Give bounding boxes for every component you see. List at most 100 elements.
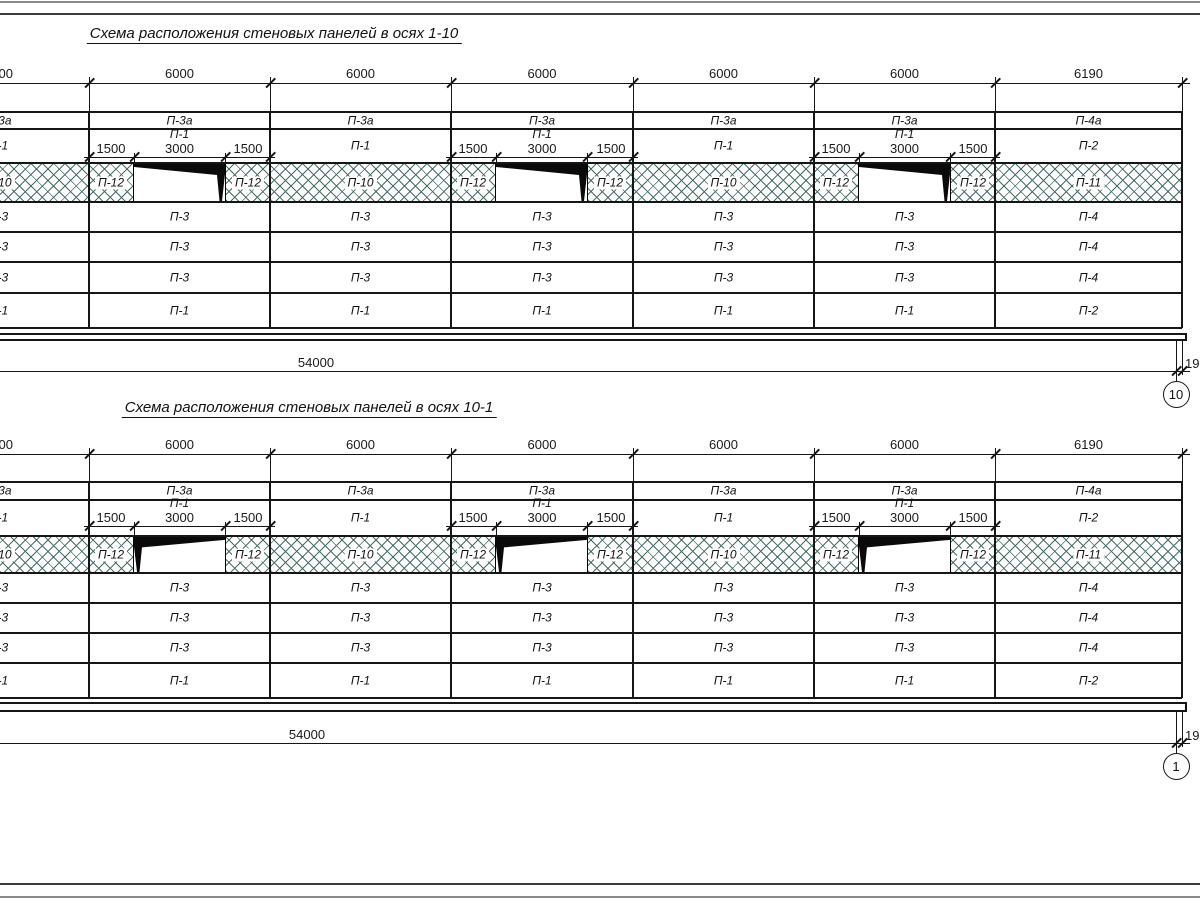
panel-label: П-3: [0, 580, 9, 595]
dim-extension-line: [587, 153, 588, 163]
grid-line-h: [0, 499, 1182, 501]
panel-label: П-1: [169, 303, 190, 317]
overall-dim-line: [0, 371, 1190, 372]
dim-extension-line: [995, 77, 996, 112]
dim-extension-line: [134, 522, 135, 536]
panel-label: П-4: [1078, 270, 1099, 284]
grid-line-h: [0, 128, 1182, 130]
grid-line-h: [0, 632, 1182, 634]
panel-label: П-3а: [166, 483, 193, 498]
grid-line-h: [0, 201, 1182, 203]
edge-dim-label: 190: [1185, 356, 1200, 371]
grid-line-v: [813, 112, 815, 328]
base-strip-top: [0, 333, 1187, 335]
panel-label: П-3: [532, 610, 552, 625]
panel-label: П-3: [0, 270, 9, 284]
panel-label: П-3: [713, 239, 734, 254]
window-dim-line: [84, 157, 275, 158]
dim-extension-line: [270, 77, 271, 112]
panel-label: П-3: [350, 640, 371, 655]
dim-extension-line: [859, 522, 860, 536]
window-opening: [133, 164, 226, 201]
panel-label: П-3: [713, 580, 734, 595]
dim-extension-line: [950, 522, 951, 536]
overall-dim-label: 54000: [288, 727, 326, 742]
panel-label: П-12: [956, 548, 990, 561]
panel-label: П-10: [0, 176, 15, 189]
axis-bubble: 1: [1162, 752, 1190, 780]
grid-line-h: [0, 662, 1182, 664]
grid-edge-right: [1181, 482, 1183, 698]
window-shadow-wedge: [134, 164, 225, 201]
window-dim-label: 1500: [958, 141, 988, 156]
panel-label: П-4: [1078, 239, 1099, 254]
window-shadow-wedge: [859, 164, 950, 201]
scheme-title-10-1: Схема расположения стеновых панелей в ос…: [121, 400, 497, 418]
grid-line-v: [994, 112, 996, 328]
panel-label: П-11: [1072, 176, 1105, 189]
scheme-title-1-10: Схема расположения стеновых панелей в ос…: [86, 26, 462, 44]
sheet-frame-top-outer: [0, 1, 1200, 3]
dim-extension-line: [633, 448, 634, 482]
panel-label: П-10: [344, 548, 377, 561]
panel-label: П-3: [0, 640, 9, 655]
axis-extension-line: [1176, 712, 1177, 753]
grid-line-v: [994, 482, 996, 698]
dim-extension-line: [995, 448, 996, 482]
window-opening: [495, 537, 588, 572]
panel-label: П-4а: [1075, 483, 1102, 498]
top-dim-line: [0, 83, 1190, 84]
dim-extension-line: [496, 153, 497, 163]
base-strip-bottom: [0, 710, 1187, 712]
sheet-frame-top-inner: [0, 13, 1200, 15]
overall-dim-line: [0, 743, 1190, 744]
panel-label: П-12: [593, 176, 627, 189]
grid-line-v: [450, 112, 452, 328]
panel-label: П-12: [593, 548, 627, 561]
bay-dim-label: 6000: [890, 437, 919, 452]
panel-label: П-10: [0, 548, 15, 561]
panel-label: П-3: [713, 610, 734, 625]
panel-label: П-3: [713, 209, 734, 224]
edge-extension-line: [1182, 712, 1183, 747]
panel-label: П-1: [713, 510, 734, 525]
grid-line-h: [0, 162, 1182, 164]
grid-line-h: [0, 602, 1182, 604]
panel-label: П-3: [532, 580, 552, 595]
bay-dim-label: 6190: [1074, 437, 1103, 452]
panel-label: П-3: [894, 209, 915, 224]
grid-line-v: [632, 112, 634, 328]
window-dim-label: 3000: [890, 510, 919, 525]
window-dim-label: 3000: [527, 510, 557, 525]
panel-label: П-10: [707, 548, 740, 561]
window-dim-line: [446, 157, 638, 158]
panel-label: П-12: [956, 176, 990, 189]
panel-label: П-3: [894, 610, 915, 625]
panel-label: П-3: [894, 580, 915, 595]
bay-dim-label: 6000: [527, 437, 557, 452]
panel-label: П-3: [713, 270, 734, 284]
panel-label: П-3: [350, 270, 371, 284]
panel-label: П-10: [707, 176, 740, 189]
base-strip-top: [0, 702, 1187, 704]
edge-dim-label: 190: [1185, 728, 1200, 743]
grid-line-v: [632, 482, 634, 698]
window-shadow-wedge: [496, 164, 587, 201]
dim-extension-line: [814, 448, 815, 482]
base-strip-bottom: [0, 339, 1187, 341]
window-shadow-wedge: [859, 537, 950, 572]
panel-label: П-1: [713, 138, 734, 153]
panel-label: П-1: [0, 673, 9, 687]
panel-label: П-1: [532, 496, 552, 510]
top-dim-line: [0, 454, 1190, 455]
panel-label: П-1: [350, 510, 371, 525]
panel-label: П-3: [350, 610, 371, 625]
grid-line-v: [269, 482, 271, 698]
panel-label: П-3а: [710, 483, 737, 498]
window-dim-label: 1500: [458, 510, 488, 525]
panel-label: П-2: [1078, 138, 1099, 153]
panel-label: П-12: [231, 176, 265, 189]
grid-line-h: [0, 111, 1182, 113]
panel-label: П-10: [344, 176, 377, 189]
window-dim-label: 1500: [596, 510, 626, 525]
